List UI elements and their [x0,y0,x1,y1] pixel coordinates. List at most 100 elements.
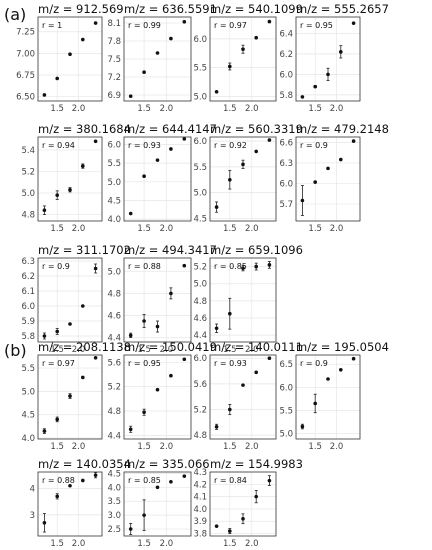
data-point [42,520,47,525]
correlation-label: r = 0.92 [214,141,247,150]
y-tick-label: 7.8 [107,37,121,47]
y-tick-label: 4.0 [21,434,35,444]
y-tick-label: 5.6 [107,358,121,368]
x-tick-label: 2.0 [330,442,344,452]
x-tick-label: 1.5 [50,345,64,355]
y-tick-label: 6.2 [21,272,35,282]
data-point [326,377,330,381]
x-tick-label: 1.5 [308,104,322,114]
data-point [300,95,305,99]
y-tick-label: 4.8 [107,407,121,417]
data-point [93,21,98,25]
correlation-label: r = 0.85 [214,262,247,271]
y-tick-label: 6.0 [107,140,121,150]
data-point [93,473,98,477]
plot-frame [123,471,192,537]
x-tick-label: 1.5 [308,442,322,452]
y-tick-label: 5.6 [193,380,207,390]
y-tick-label: 5.0 [21,189,35,199]
correlation-label: r = 0.94 [42,141,75,150]
y-tick-label: 5.4 [21,146,35,156]
y-tick-label: 5.2 [193,263,207,273]
chart-title: m/z = 154.9983 [210,457,303,471]
data-point [169,479,173,484]
chart-title: m/z = 208.1138 [38,340,131,354]
chart-title: m/z = 311.1702 [38,243,131,257]
y-tick-label: 4.8 [193,297,207,307]
y-tick-label: 4.5 [193,214,207,224]
y-tick-label: 5.0 [279,429,293,439]
data-point [300,424,305,429]
data-point [128,527,133,531]
x-tick-label: 2.0 [160,442,174,452]
plot-frame [209,16,277,102]
data-point [155,51,160,55]
plot-frame [295,136,361,222]
correlation-label: r = 0.95 [300,21,333,30]
y-tick-label: 3.5 [107,497,121,507]
plot-frame [209,354,277,440]
plot-frame [123,354,192,440]
correlation-label: r = 0.88 [128,262,161,271]
data-point [128,211,133,216]
data-point [339,367,343,372]
data-point [42,334,47,338]
y-tick-label: 6.0 [279,383,293,393]
data-point [169,36,173,41]
data-point [339,50,343,54]
y-tick-label: 4.4 [107,431,121,441]
data-point [254,264,258,269]
y-tick-label: 6.9 [107,91,121,101]
chart-title: m/z = 555.2657 [296,2,389,16]
x-tick-label: 1.5 [223,442,237,452]
correlation-label: r = 0.9 [300,359,328,368]
y-tick-label: 5.5 [107,159,121,169]
y-tick-label: 4.4 [193,331,207,341]
chart-title: m/z = 150.0419 [124,340,217,354]
chart-panel: m/z = 195.0504 r = 0.9 1.5 2.0 5.0 5.5 6.0 6.5 [279,340,388,452]
data-point [142,174,146,178]
data-point [326,166,330,171]
data-point [55,76,59,81]
y-tick-label: 5.5 [193,163,207,173]
data-point [267,356,272,361]
plot-frame [37,136,103,222]
data-point [313,84,318,89]
data-point [228,529,232,533]
y-tick-label: 8.1 [107,19,121,29]
x-tick-label: 1.5 [223,104,237,114]
x-tick-label: 2.0 [245,345,259,355]
x-tick-label: 1.5 [223,345,237,355]
x-tick-label: 2.0 [72,345,86,355]
data-point [351,21,356,25]
y-tick-label: 4.8 [193,431,207,441]
data-point [267,138,272,142]
y-tick-label: 5.8 [21,332,35,342]
data-point [155,158,160,162]
x-tick-label: 2.0 [160,104,174,114]
chart-panel: m/z = 560.3319 r = 0.92 1.5 2.0 4.5 5.0 5.5 6.0 [193,122,302,234]
chart-title: m/z = 335.066 [124,457,210,471]
correlation-label: r = 0.9 [42,262,70,271]
chart-panel: m/z = 555.2657 r = 0.95 1.5 2.0 5.8 6.0 6.2 6.4 [279,2,388,114]
y-tick-label: 3.8 [193,530,207,540]
y-tick-label: 5.0 [107,267,121,277]
y-tick-label: 6.2 [279,50,293,60]
data-point [182,137,187,141]
y-tick-label: 3.0 [107,511,121,521]
x-tick-label: 2.0 [245,442,259,452]
data-point [182,357,187,362]
data-point [182,263,187,268]
data-point [241,47,245,52]
data-point [81,478,85,483]
data-point [55,329,59,334]
data-point [55,193,59,197]
correlation-label: r = 0.84 [214,476,247,485]
plot-frame [123,16,192,102]
data-point [81,375,85,380]
y-tick-label: 4.0 [107,483,121,493]
plot-frame [37,354,103,440]
data-point [313,180,318,184]
data-point [68,322,72,326]
data-point [214,326,219,331]
